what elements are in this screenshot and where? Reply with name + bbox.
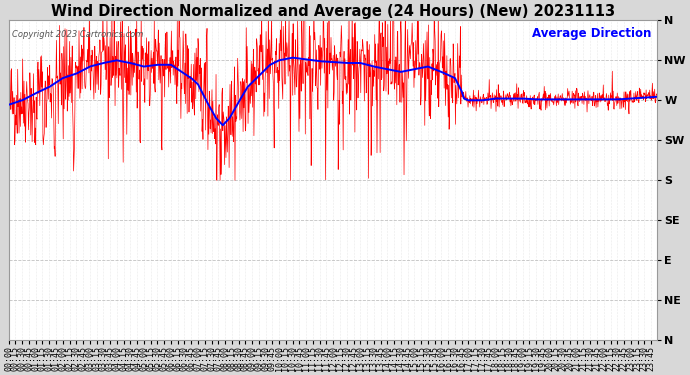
Text: Average Direction: Average Direction (531, 27, 651, 40)
Text: Copyright 2023 Cartronics.com: Copyright 2023 Cartronics.com (12, 30, 144, 39)
Title: Wind Direction Normalized and Average (24 Hours) (New) 20231113: Wind Direction Normalized and Average (2… (51, 4, 615, 19)
